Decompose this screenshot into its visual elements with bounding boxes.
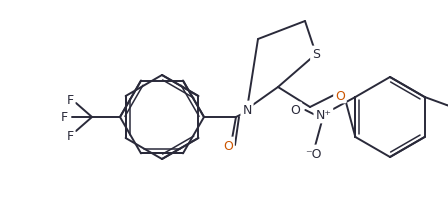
Text: N⁺: N⁺ [315, 109, 332, 122]
Text: O: O [223, 139, 233, 152]
Text: O: O [290, 104, 300, 117]
Text: ⁻O: ⁻O [305, 147, 322, 160]
Text: S: S [312, 48, 320, 61]
Text: F: F [66, 129, 73, 142]
Text: F: F [66, 93, 73, 106]
Text: N: N [242, 103, 252, 116]
Text: O: O [335, 89, 345, 102]
Text: F: F [60, 111, 68, 124]
